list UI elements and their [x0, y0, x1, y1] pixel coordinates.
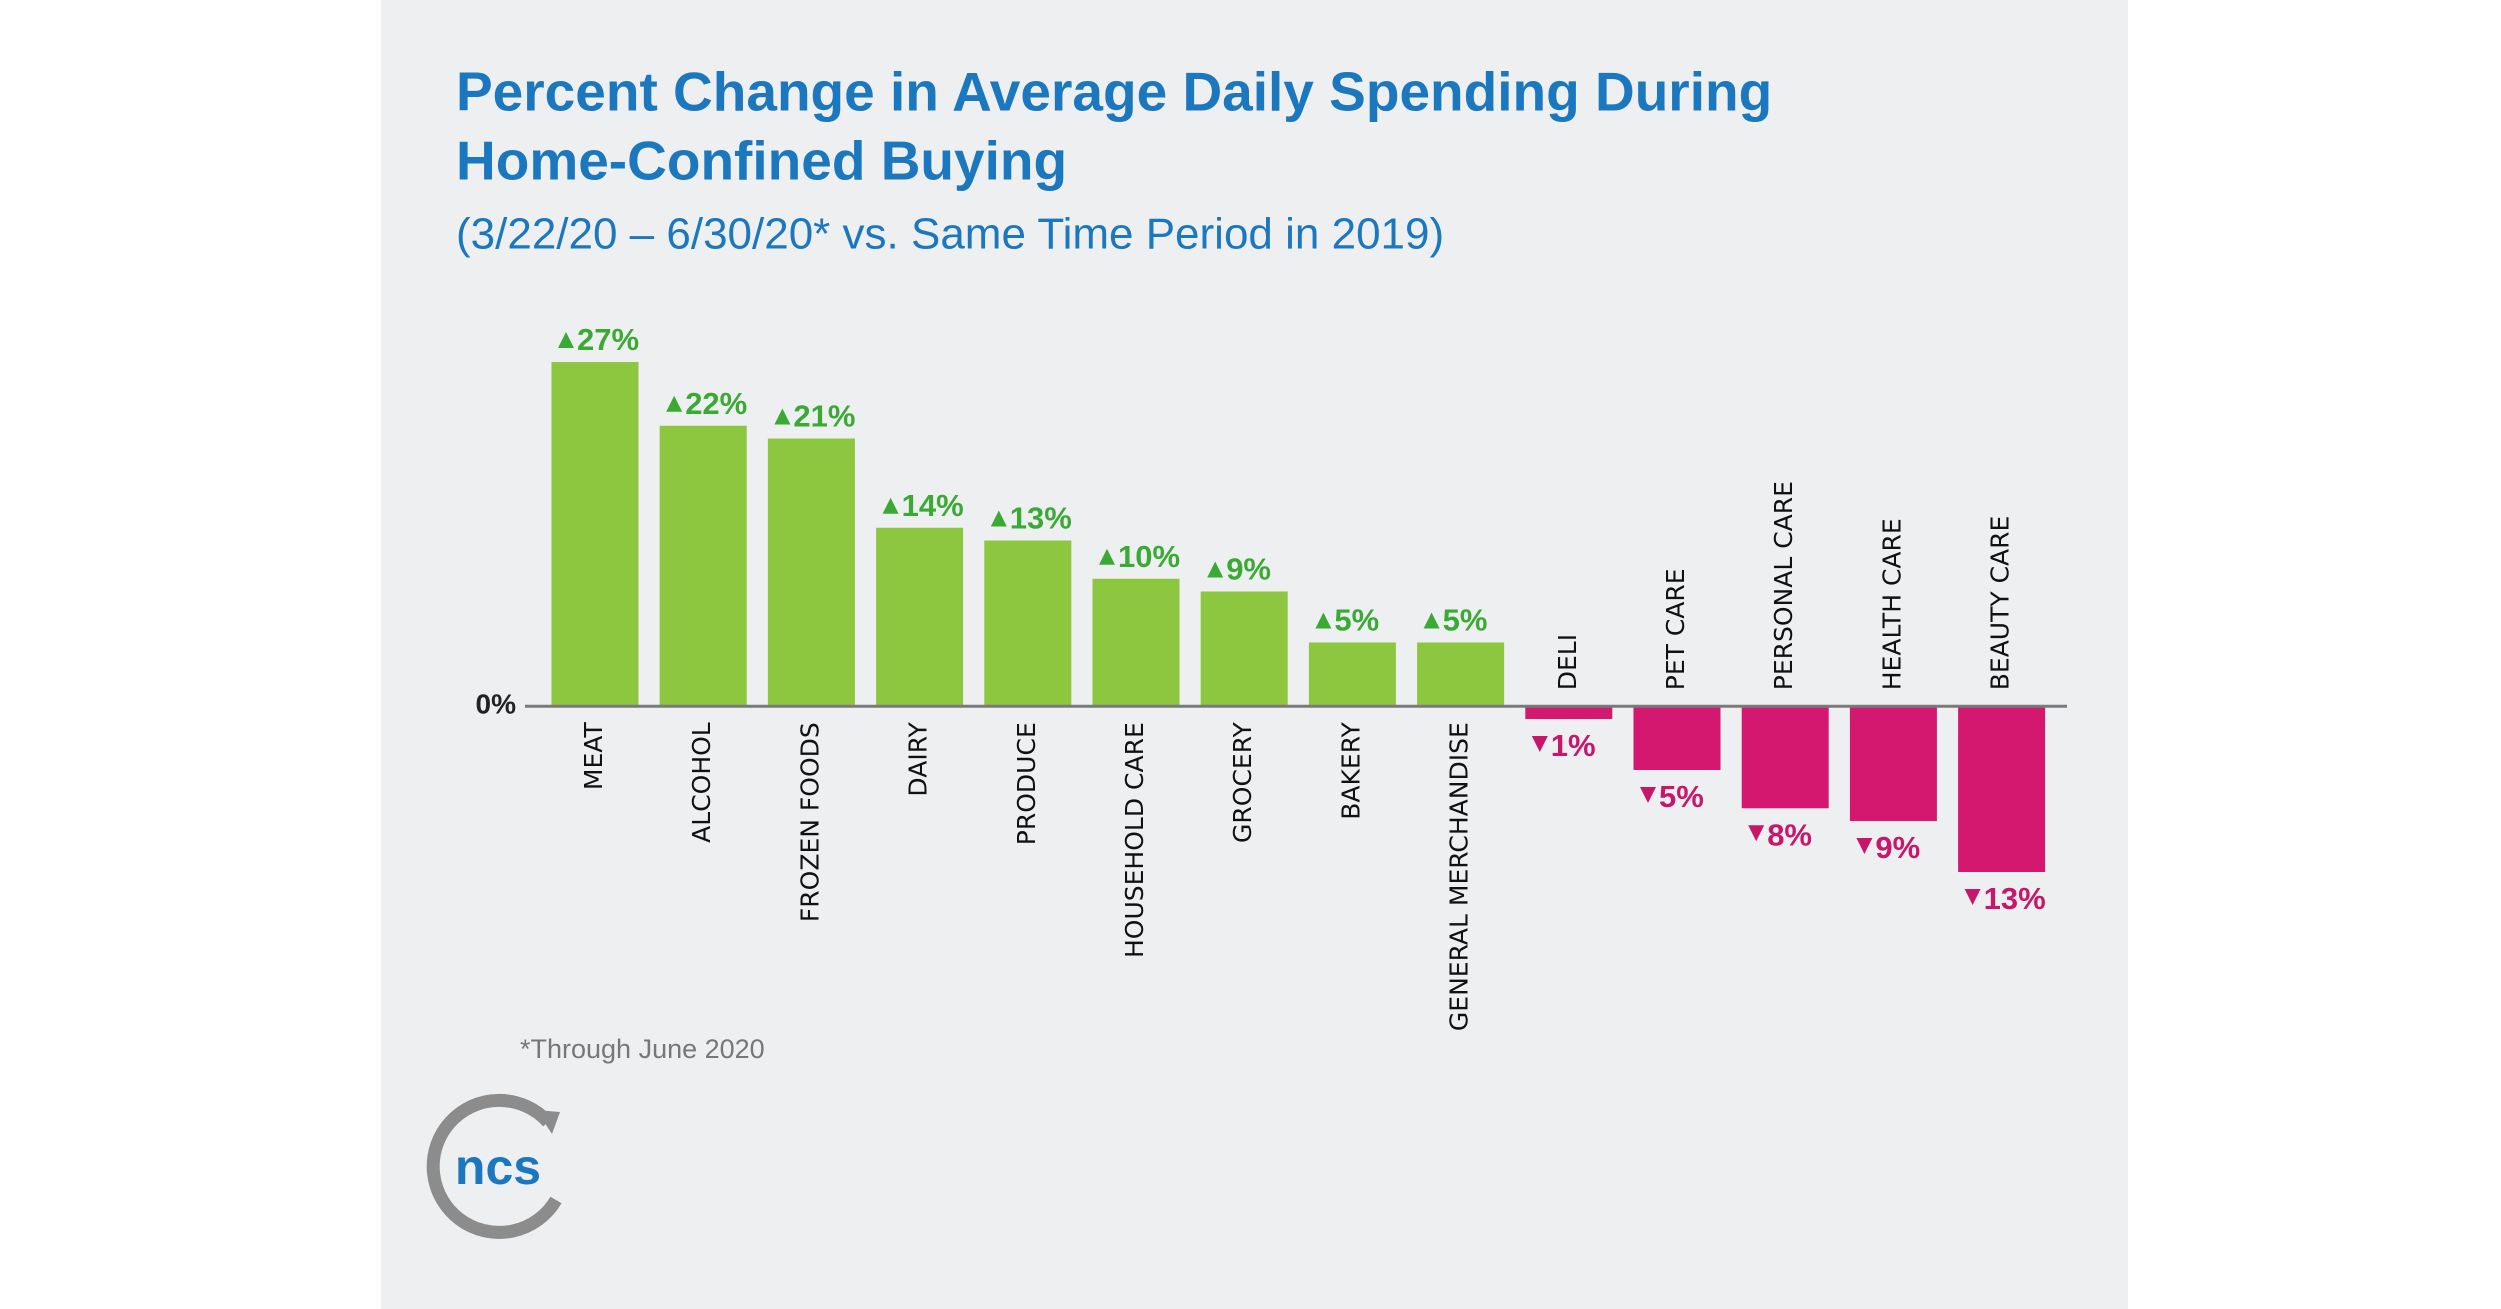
down-arrow: [1640, 787, 1656, 803]
x-tick-label: BAKERY: [1336, 722, 1365, 820]
bar: [767, 438, 855, 707]
value-label: 13%: [1984, 881, 2046, 916]
up-arrow: [1207, 561, 1224, 578]
bar: [1633, 706, 1721, 770]
down-arrow: [1856, 838, 1873, 854]
x-tick-label: DAIRY: [904, 722, 933, 797]
up-arrow: [774, 408, 791, 425]
value-label: 8%: [1767, 817, 1812, 852]
x-tick-label: DELI: [1553, 634, 1582, 690]
value-label: 14%: [902, 488, 964, 523]
value-label: 5%: [1659, 779, 1704, 814]
x-tick-label: GROCERY: [1228, 722, 1257, 843]
value-label: 1%: [1551, 728, 1596, 763]
bar: [1525, 706, 1613, 719]
up-arrow: [1099, 548, 1115, 565]
up-arrow: [990, 510, 1007, 527]
up-arrow: [666, 395, 683, 412]
x-tick-label: GENERAL MERCHANDISE: [1445, 722, 1474, 1031]
down-arrow: [1531, 736, 1548, 752]
bar: [984, 540, 1072, 707]
x-tick-label: MEAT: [579, 722, 608, 791]
value-label: 21%: [793, 399, 855, 434]
x-tick-label: HEALTH CARE: [1877, 518, 1906, 690]
value-label: 5%: [1334, 603, 1379, 638]
bar: [659, 425, 747, 707]
up-arrow: [1423, 612, 1440, 629]
x-tick-label: PRODUCE: [1012, 722, 1041, 845]
x-tick-label: ALCOHOL: [687, 722, 716, 843]
value-label: 5%: [1443, 603, 1488, 638]
logo-arrow: [536, 1110, 560, 1134]
logo-text: ncs: [455, 1139, 541, 1195]
bar: [1741, 706, 1829, 809]
chart-title: Percent Change in Average Daily Spending…: [456, 61, 1772, 123]
bar: [551, 362, 639, 707]
value-label: 13%: [1010, 501, 1072, 536]
logo-ring: [426, 1093, 562, 1239]
value-label: 27%: [577, 322, 639, 357]
value-label: 22%: [685, 386, 747, 421]
x-tick-label: PET CARE: [1661, 568, 1690, 690]
value-label: 9%: [1226, 552, 1271, 587]
bar: [1092, 578, 1180, 707]
bar: [1849, 706, 1937, 821]
value-label: 9%: [1875, 830, 1920, 865]
down-arrow: [1964, 889, 1981, 905]
bar: [1200, 591, 1288, 707]
bar: [1958, 706, 2046, 872]
down-arrow: [1748, 825, 1765, 842]
y-tick-label: 0%: [476, 689, 517, 720]
x-tick-label: HOUSEHOLD CARE: [1120, 722, 1149, 958]
chart-subtitle: (3/22/20 – 6/30/20* vs. Same Time Period…: [456, 210, 1444, 259]
up-arrow: [882, 497, 899, 514]
chart-title: Home-Confined Buying: [456, 130, 1067, 192]
value-label: 10%: [1118, 539, 1180, 574]
bar: [1308, 642, 1396, 707]
logo: ncs: [426, 1093, 562, 1239]
up-arrow: [558, 332, 574, 348]
footnote: *Through June 2020: [520, 1034, 765, 1064]
up-arrow: [1315, 612, 1332, 629]
x-tick-label: FROZEN FOODS: [795, 722, 824, 922]
bar: [876, 527, 964, 707]
x-tick-label: PERSONAL CARE: [1769, 481, 1798, 690]
bar: [1417, 642, 1505, 707]
x-tick-label: BEAUTY CARE: [1986, 516, 2015, 691]
